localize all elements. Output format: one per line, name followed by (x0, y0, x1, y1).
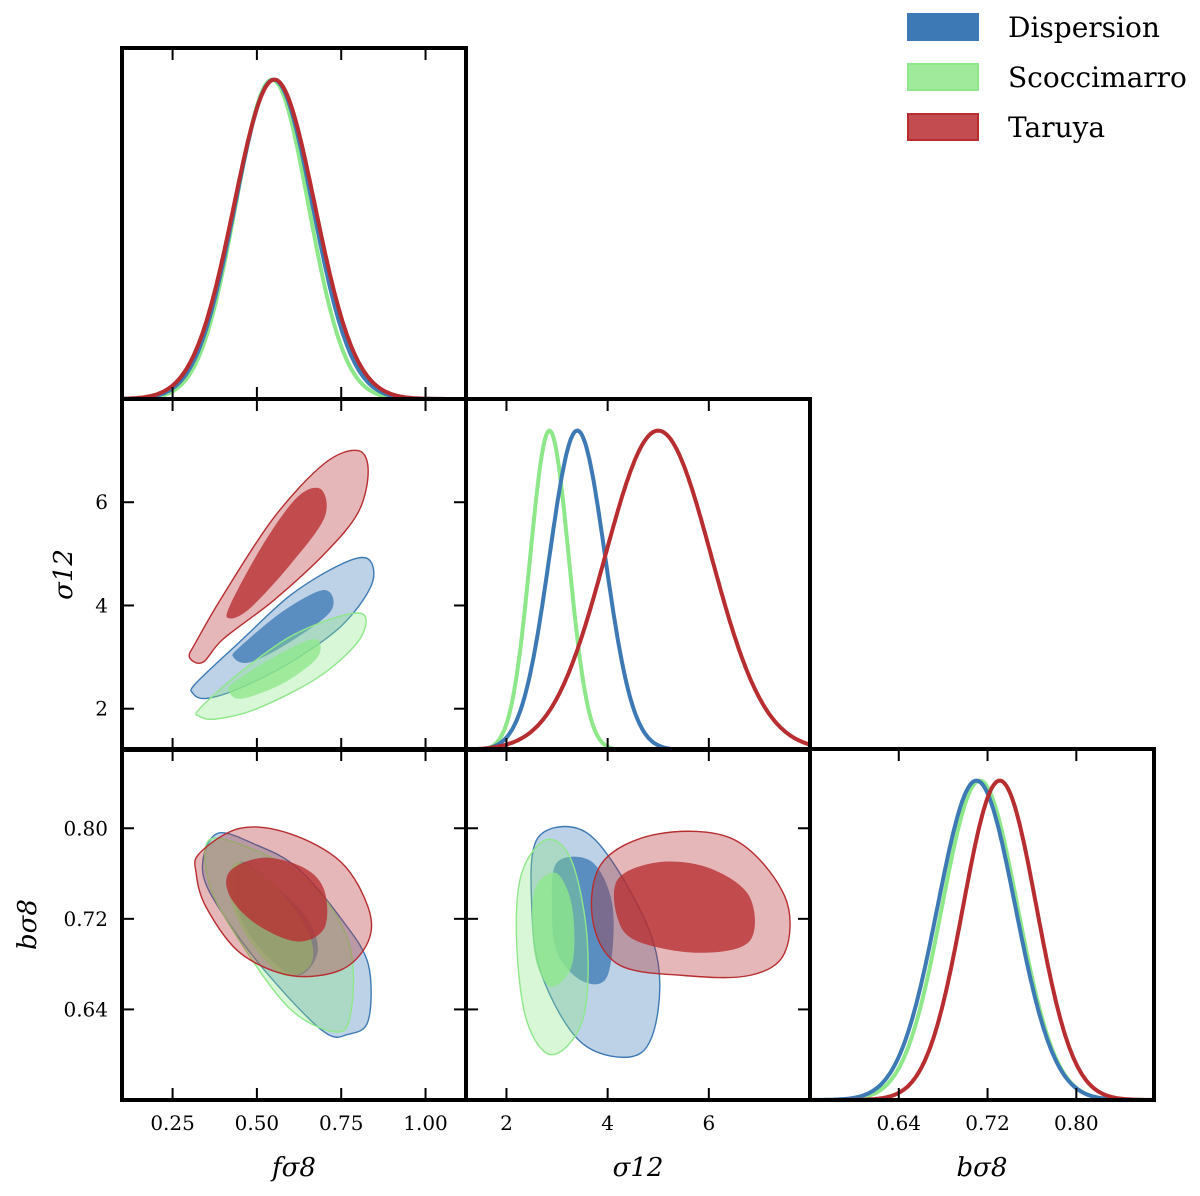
marginal-curve-bs8-dispersion (810, 778, 1154, 1100)
marginal-panel-fs8 (122, 77, 466, 399)
panels-layer: 0.25 0.50 0.75 1.00 fσ8 2 4 6 σ12 0.64 0.72 0.80 bσ8… (13, 46, 1156, 1183)
x-axis-label-s12: σ12 (613, 1153, 664, 1183)
marginal-curve-bs8-taruya (810, 778, 1154, 1100)
legend-swatch-taruya (907, 113, 979, 141)
contour-bs8-vs-fs8-taruya-68 (226, 857, 328, 942)
panel-frame-0-0 (120, 46, 468, 401)
contour-panel-bs8-vs-fs8 (194, 826, 373, 1038)
legend-swatch-scoccimarro (907, 63, 979, 91)
y-tick-label-bs8: 0.72 (63, 907, 108, 931)
x-tick-label-s12: 6 (702, 1111, 715, 1135)
legend-label-taruya: Taruya (1008, 111, 1105, 144)
marginal-curve-s12-taruya (466, 428, 810, 750)
marginal-curve-s12-scoccimarro (466, 428, 810, 750)
x-tick-label-s12: 4 (601, 1111, 614, 1135)
marginal-panel-bs8 (810, 778, 1154, 1100)
legend-label-dispersion: Dispersion (1008, 11, 1160, 44)
legend: Dispersion Scoccimarro Taruya (907, 11, 1187, 144)
contour-bs8-vs-s12-taruya-68 (613, 861, 755, 953)
contour-s12-vs-fs8-taruya-68 (226, 487, 327, 619)
x-axis-label-fs8: fσ8 (270, 1153, 316, 1183)
x-tick-label-fs8: 0.50 (235, 1111, 280, 1135)
legend-label-scoccimarro: Scoccimarro (1008, 61, 1187, 94)
marginal-curve-s12-dispersion (466, 428, 810, 750)
marginal-curve-fs8-dispersion (122, 77, 466, 399)
y-tick-label-bs8: 0.80 (63, 816, 108, 840)
x-tick-label-fs8: 1.00 (403, 1111, 448, 1135)
y-tick-label-s12: 2 (95, 697, 108, 721)
x-tick-label-bs8: 0.72 (965, 1111, 1010, 1135)
x-tick-label-fs8: 0.25 (150, 1111, 195, 1135)
x-axis-label-bs8: bσ8 (957, 1153, 1008, 1183)
x-tick-label-bs8: 0.64 (877, 1111, 922, 1135)
x-tick-label-fs8: 0.75 (319, 1111, 364, 1135)
y-tick-label-s12: 6 (95, 490, 108, 514)
contour-s12-vs-fs8-dispersion-68 (232, 590, 334, 663)
contour-bs8-vs-s12-scoccimarro-68 (531, 872, 575, 987)
y-axis-label-bs8: bσ8 (13, 899, 43, 950)
y-tick-label-s12: 4 (95, 593, 108, 617)
x-tick-label-bs8: 0.80 (1054, 1111, 1099, 1135)
y-tick-label-bs8: 0.64 (63, 997, 108, 1021)
legend-swatch-dispersion (907, 13, 979, 41)
contour-s12-vs-fs8-scoccimarro-68 (228, 639, 321, 699)
contour-panel-s12-vs-fs8 (188, 449, 375, 721)
marginal-panel-s12 (466, 428, 810, 750)
x-tick-label-s12: 2 (500, 1111, 513, 1135)
marginal-curve-bs8-scoccimarro (810, 778, 1154, 1100)
y-axis-label-s12: σ12 (49, 549, 79, 600)
contour-panel-bs8-vs-s12 (515, 825, 791, 1058)
panel-frame-2-2 (808, 747, 1156, 1102)
